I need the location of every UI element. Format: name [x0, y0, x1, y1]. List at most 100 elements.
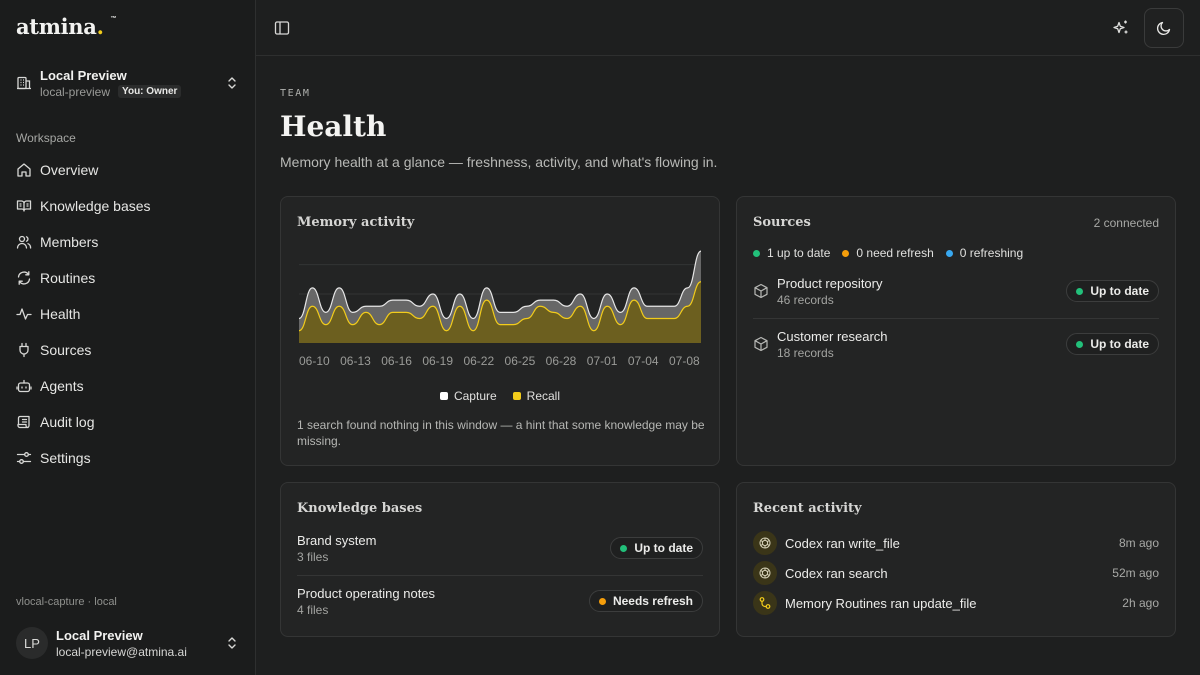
sidebar-item-settings[interactable]: Settings	[16, 440, 240, 476]
divider	[297, 575, 703, 576]
legend-item-recall[interactable]: Recall	[512, 389, 561, 403]
kb-file-count: 3 files	[297, 549, 329, 564]
sidebar-nav: Overview Knowledge bases Members Routine…	[16, 152, 240, 476]
sparkles-icon[interactable]	[1112, 19, 1130, 37]
activity-time: 52m ago	[1112, 566, 1159, 580]
status-badge: Up to date	[610, 537, 703, 559]
sources-card: Sources 2 connected 1 up to date 0 need …	[736, 196, 1176, 466]
build-info: vlocal-capture · local	[16, 596, 117, 608]
sidebar-item-label: Members	[40, 234, 99, 250]
workspace-switcher[interactable]: Local Preview local-preview You: Owner	[16, 66, 240, 100]
sidebar-item-overview[interactable]: Overview	[16, 152, 240, 188]
user-email: local-preview@atmina.ai	[56, 644, 187, 659]
source-records: 46 records	[777, 292, 834, 307]
recent-activity-card: Recent activity Codex ran write_file 8m …	[736, 482, 1176, 637]
status-badge: Up to date	[1066, 280, 1159, 302]
status-need-refresh: 0 need refresh	[842, 246, 934, 260]
card-title: Memory activity	[297, 215, 415, 230]
sidebar-toggle-icon[interactable]	[274, 20, 290, 36]
legend-label: Recall	[526, 389, 561, 403]
divider	[753, 318, 1159, 319]
source-name: Customer research	[777, 328, 888, 344]
users-icon	[16, 234, 32, 250]
user-name: Local Preview	[56, 627, 143, 643]
status-badge: Up to date	[1066, 333, 1159, 355]
recall-line	[298, 281, 702, 332]
sidebar-item-routines[interactable]: Routines	[16, 260, 240, 296]
building-icon	[16, 75, 32, 91]
knowledge-bases-card: Knowledge bases Brand system 3 files Up …	[280, 482, 720, 637]
page-eyebrow: TEAM	[280, 88, 311, 99]
activity-text: Codex ran write_file	[785, 535, 900, 551]
activity-time: 2h ago	[1122, 596, 1159, 610]
sidebar-item-sources[interactable]: Sources	[16, 332, 240, 368]
recall-area	[299, 281, 701, 343]
card-title: Sources	[753, 215, 811, 230]
avatar: LP	[16, 627, 48, 659]
sidebar-item-label: Routines	[40, 270, 96, 286]
legend-swatch	[512, 392, 521, 400]
sidebar-item-health[interactable]: Health	[16, 296, 240, 332]
source-name: Product repository	[777, 275, 883, 291]
source-row[interactable]: Customer research 18 records Up to date	[753, 324, 1159, 364]
x-tick-label: 06-28	[546, 354, 577, 368]
status-refreshing: 0 refreshing	[945, 246, 1023, 260]
logo-trademark: ™	[110, 16, 117, 22]
source-records: 18 records	[777, 345, 834, 360]
activity-time: 8m ago	[1118, 536, 1159, 550]
atmina-logo[interactable]: atmina. ™	[16, 14, 117, 39]
legend-swatch	[439, 392, 448, 400]
topbar	[256, 0, 1200, 56]
x-tick-label: 06-10	[299, 354, 330, 368]
bot-icon	[16, 378, 32, 394]
scroll-icon	[16, 414, 32, 430]
capture-line	[298, 250, 702, 320]
x-tick-label: 06-16	[381, 354, 412, 368]
openai-icon	[753, 531, 777, 555]
connected-count: 2 connected	[1093, 216, 1159, 230]
workspace-slug: local-preview	[40, 84, 111, 99]
x-tick-label: 07-04	[628, 354, 659, 368]
sidebar-item-label: Agents	[40, 378, 84, 394]
sidebar-item-label: Health	[40, 306, 81, 322]
package-icon	[753, 336, 769, 352]
kb-file-count: 4 files	[297, 602, 329, 617]
activity-row[interactable]: Codex ran write_file 8m ago	[753, 530, 1159, 556]
legend-label: Capture	[453, 389, 497, 403]
role-badge: You: Owner	[118, 85, 182, 98]
activity-text: Codex ran search	[785, 565, 888, 581]
book-open-icon	[16, 198, 32, 214]
memory-hint: 1 search found nothing in this window — …	[297, 418, 705, 448]
memory-activity-chart: 06-10 06-13 06-16 06-19 06-22 06-25 06-28 07-01…	[298, 250, 702, 368]
activity-text: Memory Routines ran update_file	[785, 595, 977, 611]
legend-item-capture[interactable]: Capture	[439, 389, 497, 403]
source-row[interactable]: Product repository 46 records Up to date	[753, 271, 1159, 311]
sidebar-item-label: Knowledge bases	[40, 198, 151, 214]
sidebar: atmina. ™ Local Preview local-preview You:…	[0, 0, 256, 675]
workspace-name: Local Preview	[40, 67, 127, 83]
x-tick-label: 07-08	[669, 354, 700, 368]
sidebar-item-label: Settings	[40, 450, 91, 466]
home-icon	[16, 162, 32, 178]
activity-row[interactable]: Memory Routines ran update_file 2h ago	[753, 590, 1159, 616]
activity-row[interactable]: Codex ran search 52m ago	[753, 560, 1159, 586]
user-menu[interactable]: LP Local Preview local-preview@atmina.ai	[16, 625, 240, 661]
sliders-icon	[16, 450, 32, 466]
sidebar-item-knowledge-bases[interactable]: Knowledge bases	[16, 188, 240, 224]
status-up-to-date: 1 up to date	[753, 246, 830, 260]
sidebar-item-agents[interactable]: Agents	[16, 368, 240, 404]
sidebar-item-label: Audit log	[40, 414, 95, 430]
theme-toggle-button[interactable]	[1144, 8, 1184, 48]
refresh-icon	[16, 270, 32, 286]
nav-section-label: Workspace	[16, 131, 76, 145]
card-title: Recent activity	[753, 501, 862, 516]
logo-text: atmina	[16, 14, 97, 39]
moon-icon	[1156, 20, 1172, 36]
openai-icon	[753, 561, 777, 585]
sidebar-item-members[interactable]: Members	[16, 224, 240, 260]
sidebar-item-audit-log[interactable]: Audit log	[16, 404, 240, 440]
knowledge-base-row[interactable]: Product operating notes 4 files Needs re…	[297, 582, 703, 620]
knowledge-base-row[interactable]: Brand system 3 files Up to date	[297, 529, 703, 567]
page-description: Memory health at a glance — freshness, a…	[280, 154, 718, 170]
activity-icon	[16, 306, 32, 322]
